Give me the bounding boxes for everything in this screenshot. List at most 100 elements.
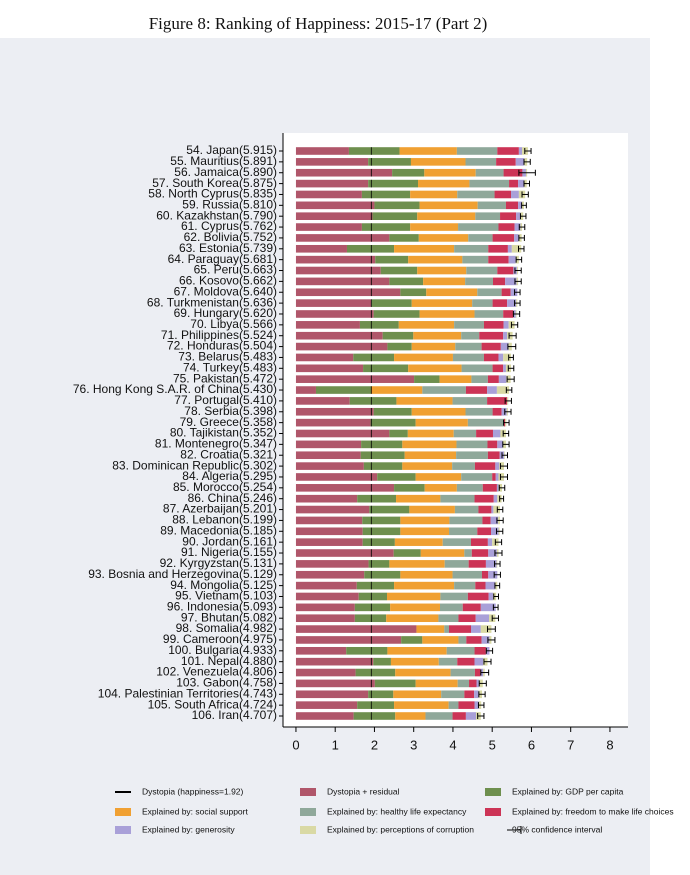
error-bar	[504, 408, 512, 415]
y-tick-label: 104. Palestinian Territories(4.743)	[98, 686, 277, 700]
x-tick-label: 7	[567, 737, 574, 752]
bar-segment	[474, 701, 479, 709]
bar-segment	[480, 625, 492, 633]
bar-segment	[295, 668, 356, 677]
y-tick-label: 93. Bosnia and Herzegovina(5.129)	[88, 567, 277, 581]
bar-segment	[487, 440, 498, 449]
bar-segment	[355, 668, 396, 677]
bar-segment	[390, 657, 439, 666]
bar-segment	[295, 451, 361, 460]
bar-segment	[380, 266, 418, 275]
bar-segment	[394, 701, 449, 709]
bar-segment	[400, 527, 450, 536]
bar-segment	[295, 440, 362, 449]
bar-segment	[454, 581, 476, 590]
bar-segment	[490, 516, 499, 525]
bar-segment	[419, 201, 478, 210]
bar-segment	[394, 353, 453, 362]
bar-segment	[295, 592, 359, 601]
y-tick-label: 75. Pakistan(5.472)	[173, 371, 277, 385]
bar-segment	[409, 505, 455, 514]
y-tick-label: 55. Mauritius(5.891)	[170, 154, 277, 168]
bar-segment	[387, 592, 441, 601]
bar-segment	[371, 386, 423, 394]
y-tick-label: 95. Vietnam(5.103)	[175, 589, 277, 603]
bar-segment	[295, 603, 355, 612]
bar-segment	[487, 538, 493, 546]
bar-segment	[426, 288, 478, 297]
bar-segment	[295, 690, 369, 699]
bar-segment	[361, 223, 411, 231]
y-tick-label: 72. Honduras(5.504)	[167, 339, 277, 353]
error-bar	[523, 180, 530, 187]
bar-segment	[477, 527, 492, 536]
y-tick-label: 73. Belarus(5.483)	[178, 350, 277, 364]
bar-segment	[509, 179, 519, 188]
bar-segment	[295, 244, 347, 253]
y-tick-label: 86. China(5.246)	[188, 491, 277, 505]
legend-label: Explained by: social support	[142, 806, 248, 816]
bar-segment	[415, 679, 458, 688]
bar-segment	[295, 527, 363, 536]
bar-segment	[477, 201, 506, 210]
bar-segment	[452, 462, 475, 470]
y-tick-label: 103. Gabon(4.758)	[176, 676, 277, 690]
bar-segment	[362, 516, 401, 525]
bar-segment	[446, 647, 475, 655]
bar-segment	[415, 473, 462, 481]
bar-segment	[500, 342, 509, 351]
bar-segment	[295, 538, 363, 546]
bar-segment	[476, 429, 493, 438]
bar-segment	[295, 657, 374, 666]
error-bar	[480, 669, 490, 676]
bar-segment	[485, 560, 497, 568]
bar-segment	[295, 179, 369, 188]
error-bar	[486, 626, 496, 633]
bar-segment	[461, 364, 493, 373]
bar-segment	[458, 614, 476, 623]
bar-segment	[492, 234, 515, 242]
bar-segment	[373, 407, 412, 416]
bar-segment	[402, 462, 453, 470]
bar-segment	[364, 570, 401, 579]
error-bar	[518, 224, 526, 231]
bar-segment	[492, 473, 496, 481]
bar-segment	[452, 570, 482, 579]
bar-segment	[396, 494, 441, 503]
bar-segment	[488, 592, 493, 601]
bar-segment	[295, 342, 388, 351]
bar-segment	[389, 277, 424, 286]
bar-segment	[387, 342, 412, 351]
error-bar	[508, 354, 514, 361]
bar-segment	[501, 407, 507, 416]
bar-segment	[487, 386, 497, 394]
bar-segment	[515, 158, 525, 166]
bar-segment	[295, 266, 381, 275]
bar-segment	[491, 505, 494, 514]
bar-segment	[415, 418, 468, 427]
bar-segment	[417, 266, 467, 275]
error-bar	[493, 593, 499, 600]
bar-segment	[478, 505, 492, 514]
bar-segment	[295, 701, 358, 709]
bar-segment	[354, 603, 391, 612]
error-bar	[512, 310, 521, 317]
bar-segment	[461, 331, 480, 340]
bar-segment	[449, 516, 483, 525]
bar-segment	[295, 560, 369, 568]
bar-segment	[456, 451, 488, 460]
bar-segment	[476, 679, 480, 688]
bar-segment	[295, 375, 415, 383]
error-bar	[518, 169, 536, 176]
bar-segment	[363, 462, 403, 470]
x-tick-label: 0	[292, 737, 299, 752]
bar-segment	[503, 353, 512, 362]
bar-segment	[454, 244, 489, 253]
y-tick-label: 69. Hungary(5.620)	[174, 306, 277, 320]
bar-segment	[444, 560, 469, 568]
bar-segment	[487, 375, 499, 383]
bar-segment	[295, 201, 375, 210]
bar-segment	[373, 310, 420, 318]
